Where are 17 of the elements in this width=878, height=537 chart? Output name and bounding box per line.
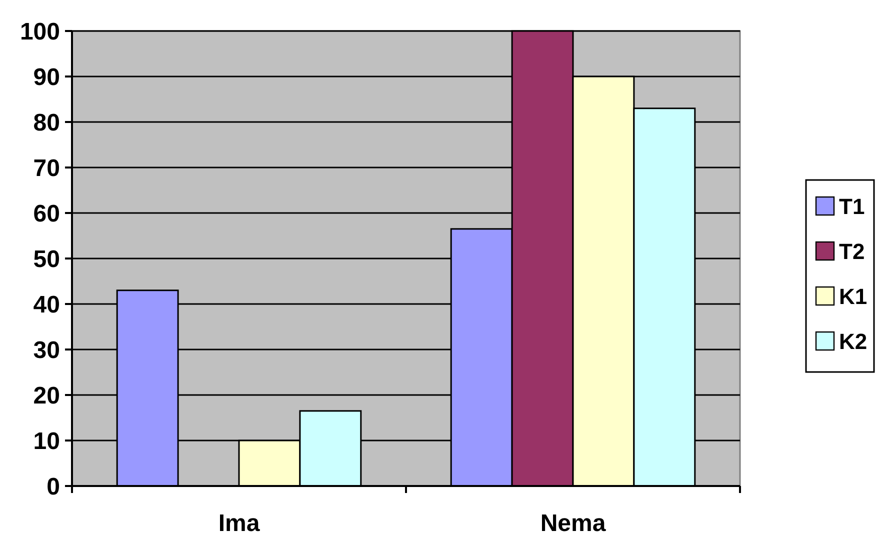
legend-label: K1 bbox=[839, 284, 868, 309]
y-tick-label: 20 bbox=[33, 382, 60, 410]
y-tick-label: 10 bbox=[33, 428, 60, 456]
legend-label: K2 bbox=[839, 328, 868, 354]
y-tick-label: 30 bbox=[33, 337, 60, 364]
y-tick-label: 60 bbox=[33, 200, 60, 228]
y-tick-label: 90 bbox=[33, 64, 60, 92]
y-tick-label: 100 bbox=[20, 18, 60, 46]
y-tick-label: 40 bbox=[33, 292, 60, 319]
legend-label: T1 bbox=[839, 194, 865, 219]
x-tick-label: Nema bbox=[540, 510, 606, 537]
x-tick-label: Ima bbox=[218, 510, 260, 537]
y-tick-label: 0 bbox=[46, 474, 60, 501]
y-tick-label: 70 bbox=[33, 155, 60, 182]
y-tick-label: 50 bbox=[33, 246, 60, 274]
y-tick-label: 80 bbox=[33, 110, 60, 137]
legend-label: T2 bbox=[839, 238, 865, 264]
